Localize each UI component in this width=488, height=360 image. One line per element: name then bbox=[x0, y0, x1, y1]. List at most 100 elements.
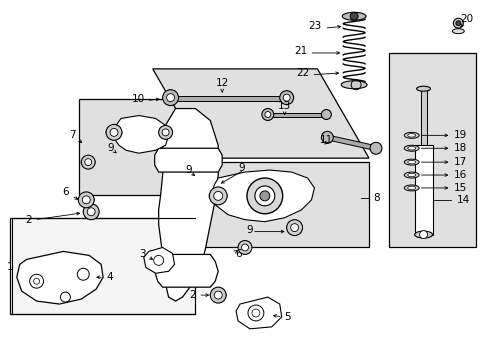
Circle shape bbox=[279, 91, 293, 105]
Polygon shape bbox=[10, 218, 195, 314]
Circle shape bbox=[452, 18, 462, 28]
Ellipse shape bbox=[451, 29, 463, 33]
Text: 13: 13 bbox=[278, 100, 291, 111]
Circle shape bbox=[241, 244, 248, 251]
Ellipse shape bbox=[342, 12, 366, 20]
Polygon shape bbox=[143, 247, 174, 273]
Ellipse shape bbox=[407, 161, 415, 164]
Circle shape bbox=[163, 90, 178, 105]
Circle shape bbox=[158, 125, 172, 139]
Polygon shape bbox=[414, 145, 432, 235]
Text: 6: 6 bbox=[235, 249, 241, 260]
Polygon shape bbox=[152, 69, 368, 158]
Text: 21: 21 bbox=[294, 46, 307, 56]
Text: 16: 16 bbox=[452, 170, 466, 180]
Ellipse shape bbox=[407, 147, 415, 150]
Text: 3: 3 bbox=[139, 249, 145, 260]
Circle shape bbox=[162, 129, 169, 136]
Ellipse shape bbox=[404, 132, 418, 138]
Circle shape bbox=[238, 240, 251, 255]
Polygon shape bbox=[328, 135, 373, 150]
Circle shape bbox=[254, 186, 274, 206]
Ellipse shape bbox=[404, 172, 418, 178]
Ellipse shape bbox=[407, 173, 415, 177]
Circle shape bbox=[110, 129, 118, 136]
Text: 9: 9 bbox=[107, 143, 114, 153]
Circle shape bbox=[78, 192, 94, 208]
Ellipse shape bbox=[78, 196, 94, 203]
Text: 18: 18 bbox=[452, 143, 466, 153]
Circle shape bbox=[259, 191, 269, 201]
Ellipse shape bbox=[341, 81, 366, 89]
Circle shape bbox=[349, 12, 357, 20]
Circle shape bbox=[264, 112, 270, 117]
Circle shape bbox=[83, 204, 99, 220]
Circle shape bbox=[106, 125, 122, 140]
Ellipse shape bbox=[416, 86, 429, 91]
Text: 12: 12 bbox=[215, 78, 228, 88]
Text: 10: 10 bbox=[131, 94, 144, 104]
Text: 11: 11 bbox=[319, 135, 332, 145]
Circle shape bbox=[84, 159, 92, 166]
Text: 7: 7 bbox=[68, 130, 75, 140]
Text: 1: 1 bbox=[7, 262, 14, 272]
Polygon shape bbox=[17, 251, 103, 304]
Polygon shape bbox=[154, 148, 222, 172]
Polygon shape bbox=[172, 96, 284, 100]
Polygon shape bbox=[236, 297, 281, 329]
Ellipse shape bbox=[404, 159, 418, 165]
Text: 22: 22 bbox=[296, 68, 309, 78]
Text: 17: 17 bbox=[452, 157, 466, 167]
Circle shape bbox=[82, 196, 90, 204]
Text: 9: 9 bbox=[238, 163, 245, 173]
Text: 23: 23 bbox=[307, 21, 321, 31]
Ellipse shape bbox=[407, 186, 415, 190]
Text: 6: 6 bbox=[62, 187, 69, 197]
Polygon shape bbox=[154, 255, 218, 287]
Polygon shape bbox=[79, 99, 205, 195]
Circle shape bbox=[286, 220, 302, 235]
Text: 5: 5 bbox=[283, 312, 290, 322]
Polygon shape bbox=[190, 162, 368, 247]
Text: 15: 15 bbox=[452, 183, 466, 193]
Circle shape bbox=[81, 155, 95, 169]
Ellipse shape bbox=[106, 129, 122, 135]
Text: 9: 9 bbox=[246, 225, 253, 235]
Circle shape bbox=[283, 94, 289, 101]
Circle shape bbox=[321, 109, 331, 120]
Text: 19: 19 bbox=[452, 130, 466, 140]
Circle shape bbox=[321, 131, 333, 143]
Ellipse shape bbox=[407, 134, 415, 137]
Circle shape bbox=[246, 178, 282, 214]
Ellipse shape bbox=[81, 159, 95, 165]
Polygon shape bbox=[212, 170, 314, 222]
Circle shape bbox=[166, 94, 174, 102]
Circle shape bbox=[369, 142, 381, 154]
Polygon shape bbox=[420, 89, 426, 155]
Text: 8: 8 bbox=[372, 193, 379, 203]
Circle shape bbox=[209, 187, 226, 205]
Text: 2: 2 bbox=[188, 290, 195, 300]
Circle shape bbox=[262, 109, 273, 121]
Ellipse shape bbox=[404, 145, 418, 151]
Circle shape bbox=[87, 208, 95, 216]
Ellipse shape bbox=[404, 185, 418, 191]
Ellipse shape bbox=[414, 231, 432, 238]
Circle shape bbox=[214, 291, 222, 299]
Text: 9: 9 bbox=[185, 165, 191, 175]
Polygon shape bbox=[114, 116, 168, 153]
Circle shape bbox=[419, 231, 427, 239]
Polygon shape bbox=[388, 53, 475, 247]
Polygon shape bbox=[158, 109, 218, 301]
Circle shape bbox=[213, 192, 222, 201]
Ellipse shape bbox=[209, 192, 226, 199]
Text: 4: 4 bbox=[106, 272, 112, 282]
Circle shape bbox=[455, 21, 460, 26]
Circle shape bbox=[210, 287, 225, 303]
Ellipse shape bbox=[83, 209, 99, 215]
Text: 20: 20 bbox=[459, 14, 472, 24]
Text: 14: 14 bbox=[455, 195, 468, 205]
Ellipse shape bbox=[286, 225, 302, 231]
Ellipse shape bbox=[210, 292, 225, 298]
Text: 2: 2 bbox=[25, 215, 32, 225]
